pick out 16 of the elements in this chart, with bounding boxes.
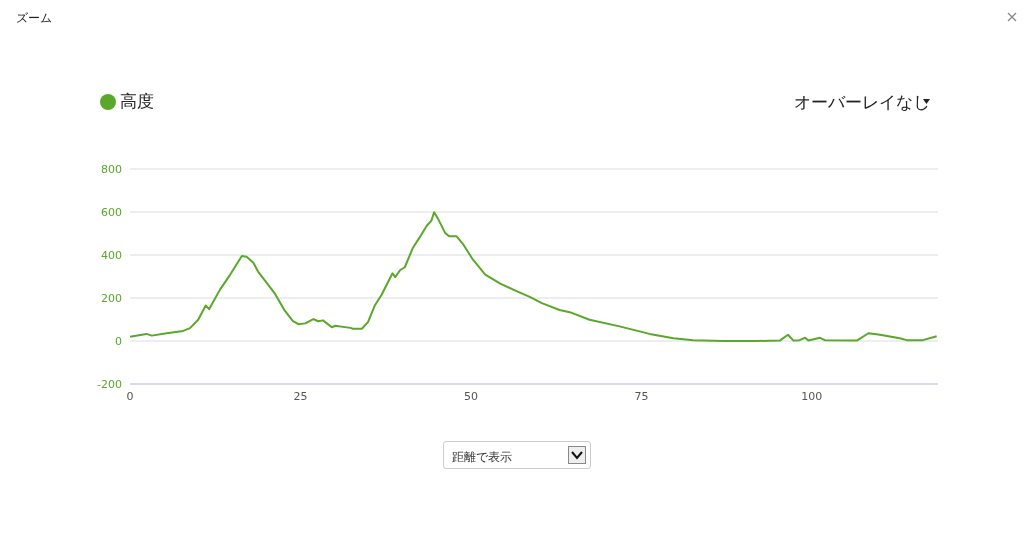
y-tick-label: 600	[101, 205, 122, 219]
y-tick-label: 0	[115, 334, 122, 348]
y-tick-label: 200	[101, 291, 122, 305]
y-tick-label: 400	[101, 248, 122, 262]
x-tick-label: 0	[126, 389, 134, 403]
y-tick-label: 800	[101, 162, 122, 176]
y-tick-label: -200	[97, 377, 122, 391]
x-tick-label: 25	[293, 389, 308, 403]
view-select-field: 距離で表示	[443, 441, 591, 469]
line-series	[130, 211, 938, 342]
legend-label: 高度	[120, 91, 154, 111]
text: オーバーレイなし	[794, 91, 930, 114]
text: ズーム	[16, 10, 52, 27]
x-tick-label: 50	[463, 389, 478, 403]
x-tick-label: 75	[634, 389, 649, 403]
x-tick-label: 100	[801, 389, 823, 403]
